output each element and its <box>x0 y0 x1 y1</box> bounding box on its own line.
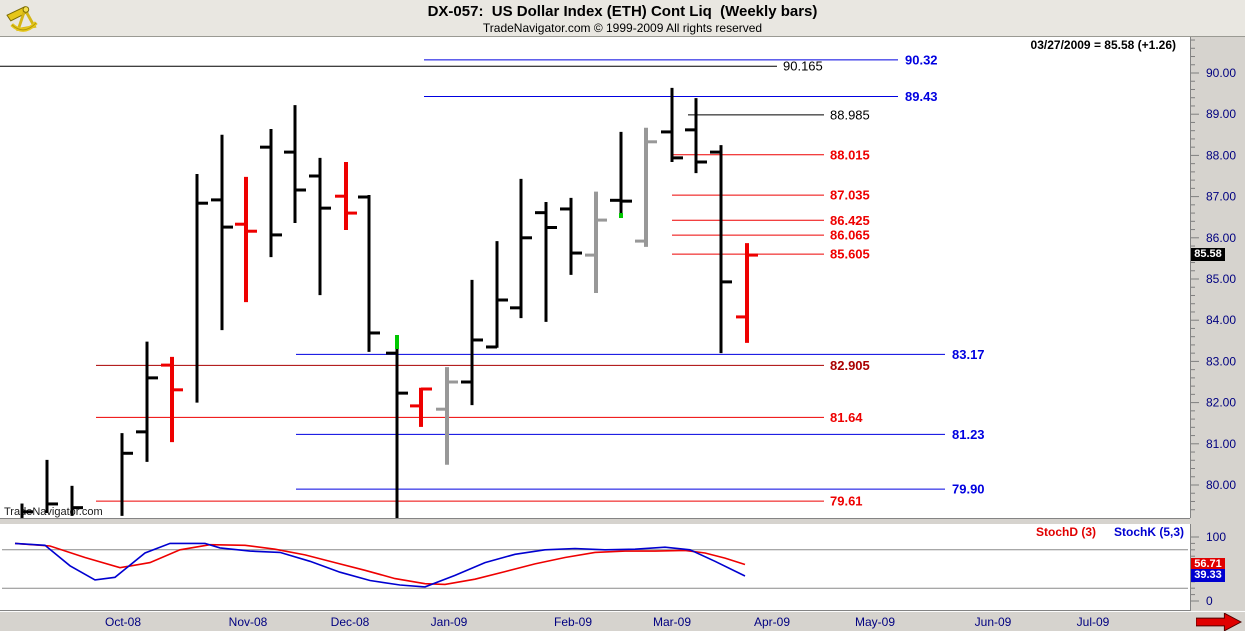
last-price-badge: 85.58 <box>1191 248 1225 262</box>
weekly-price-bar <box>436 367 458 465</box>
price-axis[interactable]: 90.00 89.00 88.00 87.00 86.00 85.00 84.00 83.00… <box>1191 37 1245 611</box>
weekly-price-bar <box>211 134 233 331</box>
price-axis-tick-label: 90.00 <box>1206 66 1236 80</box>
time-axis: Oct-08 Nov-08 Dec-08 Jan-09 Feb-09 Mar-09 Apr-… <box>0 611 1245 631</box>
weekly-price-bar <box>736 243 758 343</box>
price-level-label[interactable]: 88.985 <box>830 107 870 122</box>
weekly-price-bar <box>386 335 408 518</box>
weekly-price-bar <box>610 131 632 219</box>
weekly-price-bar <box>461 279 483 406</box>
legend-stochd[interactable]: StochD (3) <box>1035 525 1096 539</box>
weekly-price-bar <box>410 387 432 427</box>
price-axis-tick-label: 82.00 <box>1206 396 1236 410</box>
price-axis-tick-label: 84.00 <box>1206 313 1236 327</box>
price-axis-tick-label: 88.00 <box>1206 148 1236 162</box>
weekly-price-bar <box>535 201 557 322</box>
price-level-label[interactable]: 90.165 <box>783 59 823 74</box>
chart-subtitle: TradeNavigator.com © 1999-2009 All right… <box>482 21 763 35</box>
price-level-label[interactable]: 82.905 <box>830 358 870 373</box>
price-level-label[interactable]: 79.90 <box>952 482 985 497</box>
price-pane: TradeNavigator.com 90.32 90.165 89.43 88.98… <box>0 37 1191 518</box>
stoch-axis-top-label: 100 <box>1206 530 1226 544</box>
weekly-price-bar <box>635 127 657 247</box>
price-level-label[interactable]: 83.17 <box>952 347 985 362</box>
month-label: Dec-08 <box>330 615 370 629</box>
price-axis-tick-label: 89.00 <box>1206 107 1236 121</box>
sextant-logo-icon <box>6 5 38 32</box>
price-level-label[interactable]: 86.065 <box>830 228 870 243</box>
price-level-label[interactable]: 90.32 <box>905 52 938 67</box>
weekly-price-bar <box>335 161 357 230</box>
price-axis-tick-label: 87.00 <box>1206 190 1236 204</box>
month-label: Mar-09 <box>652 615 692 629</box>
weekly-price-bar <box>70 485 83 516</box>
month-label: Jun-09 <box>974 615 1012 629</box>
price-level-label[interactable]: 89.43 <box>905 89 938 104</box>
stochd-line <box>14 542 746 586</box>
stoch-axis-bottom-label: 0 <box>1206 594 1213 608</box>
price-level-label[interactable]: 88.015 <box>830 147 870 162</box>
stochk-value-badge: 39.33 <box>1191 568 1225 582</box>
price-axis-scale[interactable]: 90.00 89.00 88.00 87.00 86.00 85.00 84.00 83.00… <box>1191 37 1245 611</box>
month-label: Feb-09 <box>553 615 593 629</box>
weekly-price-bar <box>20 503 33 518</box>
weekly-price-bar <box>309 157 331 296</box>
weekly-price-bar <box>560 197 582 275</box>
weekly-price-bar <box>284 105 306 223</box>
price-axis-tick-label: 83.00 <box>1206 354 1236 368</box>
weekly-price-bar <box>161 356 183 443</box>
weekly-price-bar <box>486 241 508 349</box>
month-label: May-09 <box>854 615 896 629</box>
stochk-line <box>14 542 746 588</box>
price-level-label[interactable]: 79.61 <box>830 494 863 509</box>
stochastic-canvas[interactable] <box>0 524 1190 610</box>
price-level-label[interactable]: 86.425 <box>830 213 870 228</box>
chart-header: DX-057: US Dollar Index (ETH) Cont Liq (… <box>0 0 1245 37</box>
price-axis-tick-label: 81.00 <box>1206 437 1236 451</box>
stochastic-pane: StochD (3) StochK (5,3) <box>0 524 1191 611</box>
weekly-price-bar <box>710 145 732 354</box>
quote-readout: 03/27/2009 = 85.58 (+1.26) <box>1030 38 1176 52</box>
weekly-price-bar <box>136 341 158 462</box>
month-label: Nov-08 <box>228 615 268 629</box>
price-axis-tick-label: 80.00 <box>1206 478 1236 492</box>
price-axis-tick-label: 85.00 <box>1206 272 1236 286</box>
weekly-price-bar <box>661 87 683 162</box>
price-level-label[interactable]: 87.035 <box>830 188 870 203</box>
scroll-right-arrow[interactable] <box>1196 613 1242 631</box>
legend-stochk[interactable]: StochK (5,3) <box>1113 525 1184 539</box>
weekly-price-bar <box>585 191 607 294</box>
month-label: Apr-09 <box>753 615 791 629</box>
month-label: Jan-09 <box>430 615 468 629</box>
stochastic-legend: StochD (3) StochK (5,3) <box>1036 525 1184 539</box>
weekly-price-bar <box>195 173 208 403</box>
weekly-price-bar <box>235 176 257 303</box>
chart-title: DX-057: US Dollar Index (ETH) Cont Liq (… <box>427 3 818 20</box>
price-level-label[interactable]: 81.64 <box>830 410 863 425</box>
price-level-label[interactable]: 81.23 <box>952 427 985 442</box>
pane-separator <box>0 518 1190 525</box>
weekly-price-bar <box>685 98 707 174</box>
month-label: Oct-08 <box>104 615 142 629</box>
price-chart-canvas[interactable]: 90.32 90.165 89.43 88.985 88.015 87.035 86.425… <box>0 37 1190 518</box>
price-level-label[interactable]: 85.605 <box>830 247 870 262</box>
stochd-value-badge: 56.71 <box>1191 557 1225 571</box>
price-axis-tick-label: 86.00 <box>1206 231 1236 245</box>
weekly-price-bar <box>358 194 380 352</box>
weekly-price-bar <box>45 459 58 514</box>
weekly-price-bar <box>260 129 282 258</box>
month-label: Jul-09 <box>1076 615 1110 629</box>
weekly-price-bar <box>120 433 133 516</box>
weekly-price-bar <box>510 178 532 319</box>
